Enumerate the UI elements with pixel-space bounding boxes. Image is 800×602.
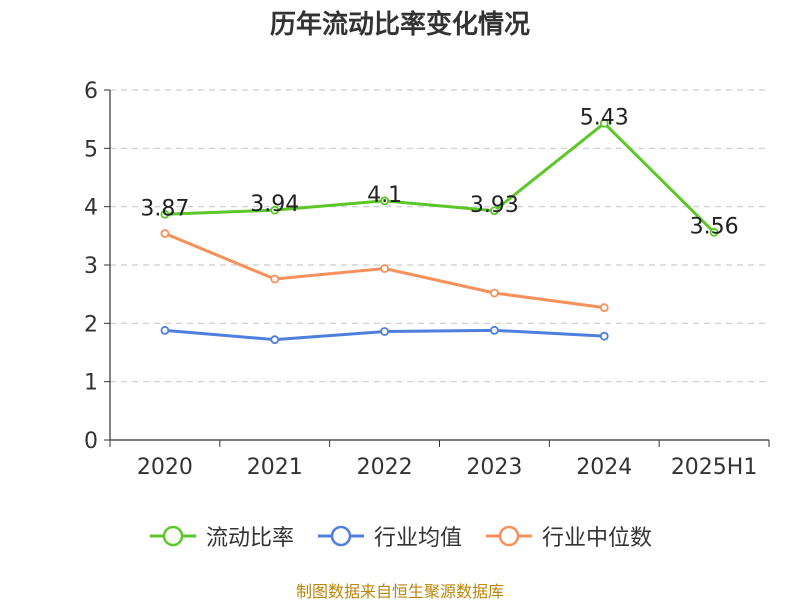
data-point	[490, 206, 499, 216]
data-point	[599, 331, 609, 341]
source-note: 制图数据来自恒生聚源数据库	[295, 582, 504, 601]
x-tick-label: 2020	[137, 455, 193, 480]
data-label: 3.56	[690, 214, 739, 239]
x-tick-label: 2023	[466, 455, 522, 480]
data-point	[270, 335, 280, 345]
legend: 流动比率 行业均值 行业中位数	[0, 520, 800, 552]
y-tick-label: 6	[84, 79, 98, 104]
legend-label: 流动比率	[205, 526, 294, 551]
data-point	[380, 327, 389, 336]
data-point	[490, 288, 499, 298]
series-line-0	[164, 121, 716, 234]
y-tick-label: 2	[84, 312, 98, 337]
x-tick-label: 2025H1	[671, 455, 758, 480]
legend-item[interactable]: 流动比率	[148, 520, 294, 552]
data-point	[599, 118, 609, 128]
data-point	[490, 325, 499, 335]
x-tick-label: 2024	[576, 455, 632, 480]
y-tick-label: 1	[84, 371, 98, 396]
legend-label: 行业中位数	[542, 526, 653, 551]
data-label: 5.43	[580, 105, 629, 130]
data-label: 3.87	[140, 196, 189, 221]
data-label: 3.93	[470, 193, 519, 218]
x-tick-label: 2022	[357, 455, 413, 480]
legend-line-marker-icon	[486, 525, 532, 547]
chart-title: 历年流动比率变化情况	[269, 10, 530, 40]
legend-item[interactable]: 行业均值	[316, 520, 462, 552]
legend-item[interactable]: 行业中位数	[484, 520, 652, 552]
y-tick-label: 0	[84, 429, 98, 454]
data-label: 4.1	[367, 183, 402, 208]
y-tick-label: 3	[84, 254, 98, 279]
data-point	[380, 264, 389, 273]
y-tick-label: 4	[84, 196, 98, 221]
legend-line-marker-icon	[317, 525, 364, 547]
data-point	[160, 229, 170, 238]
data-point	[270, 274, 280, 284]
data-label: 3.94	[250, 192, 299, 217]
data-point	[160, 209, 170, 219]
y-tick-label: 5	[84, 137, 98, 162]
legend-label: 行业均值	[373, 526, 462, 551]
data-point	[270, 205, 280, 215]
data-point	[709, 227, 719, 237]
data-point	[380, 196, 389, 206]
data-point	[160, 325, 170, 335]
data-point	[599, 303, 609, 312]
legend-line-marker-icon	[149, 525, 196, 547]
x-tick-label: 2021	[247, 455, 303, 480]
